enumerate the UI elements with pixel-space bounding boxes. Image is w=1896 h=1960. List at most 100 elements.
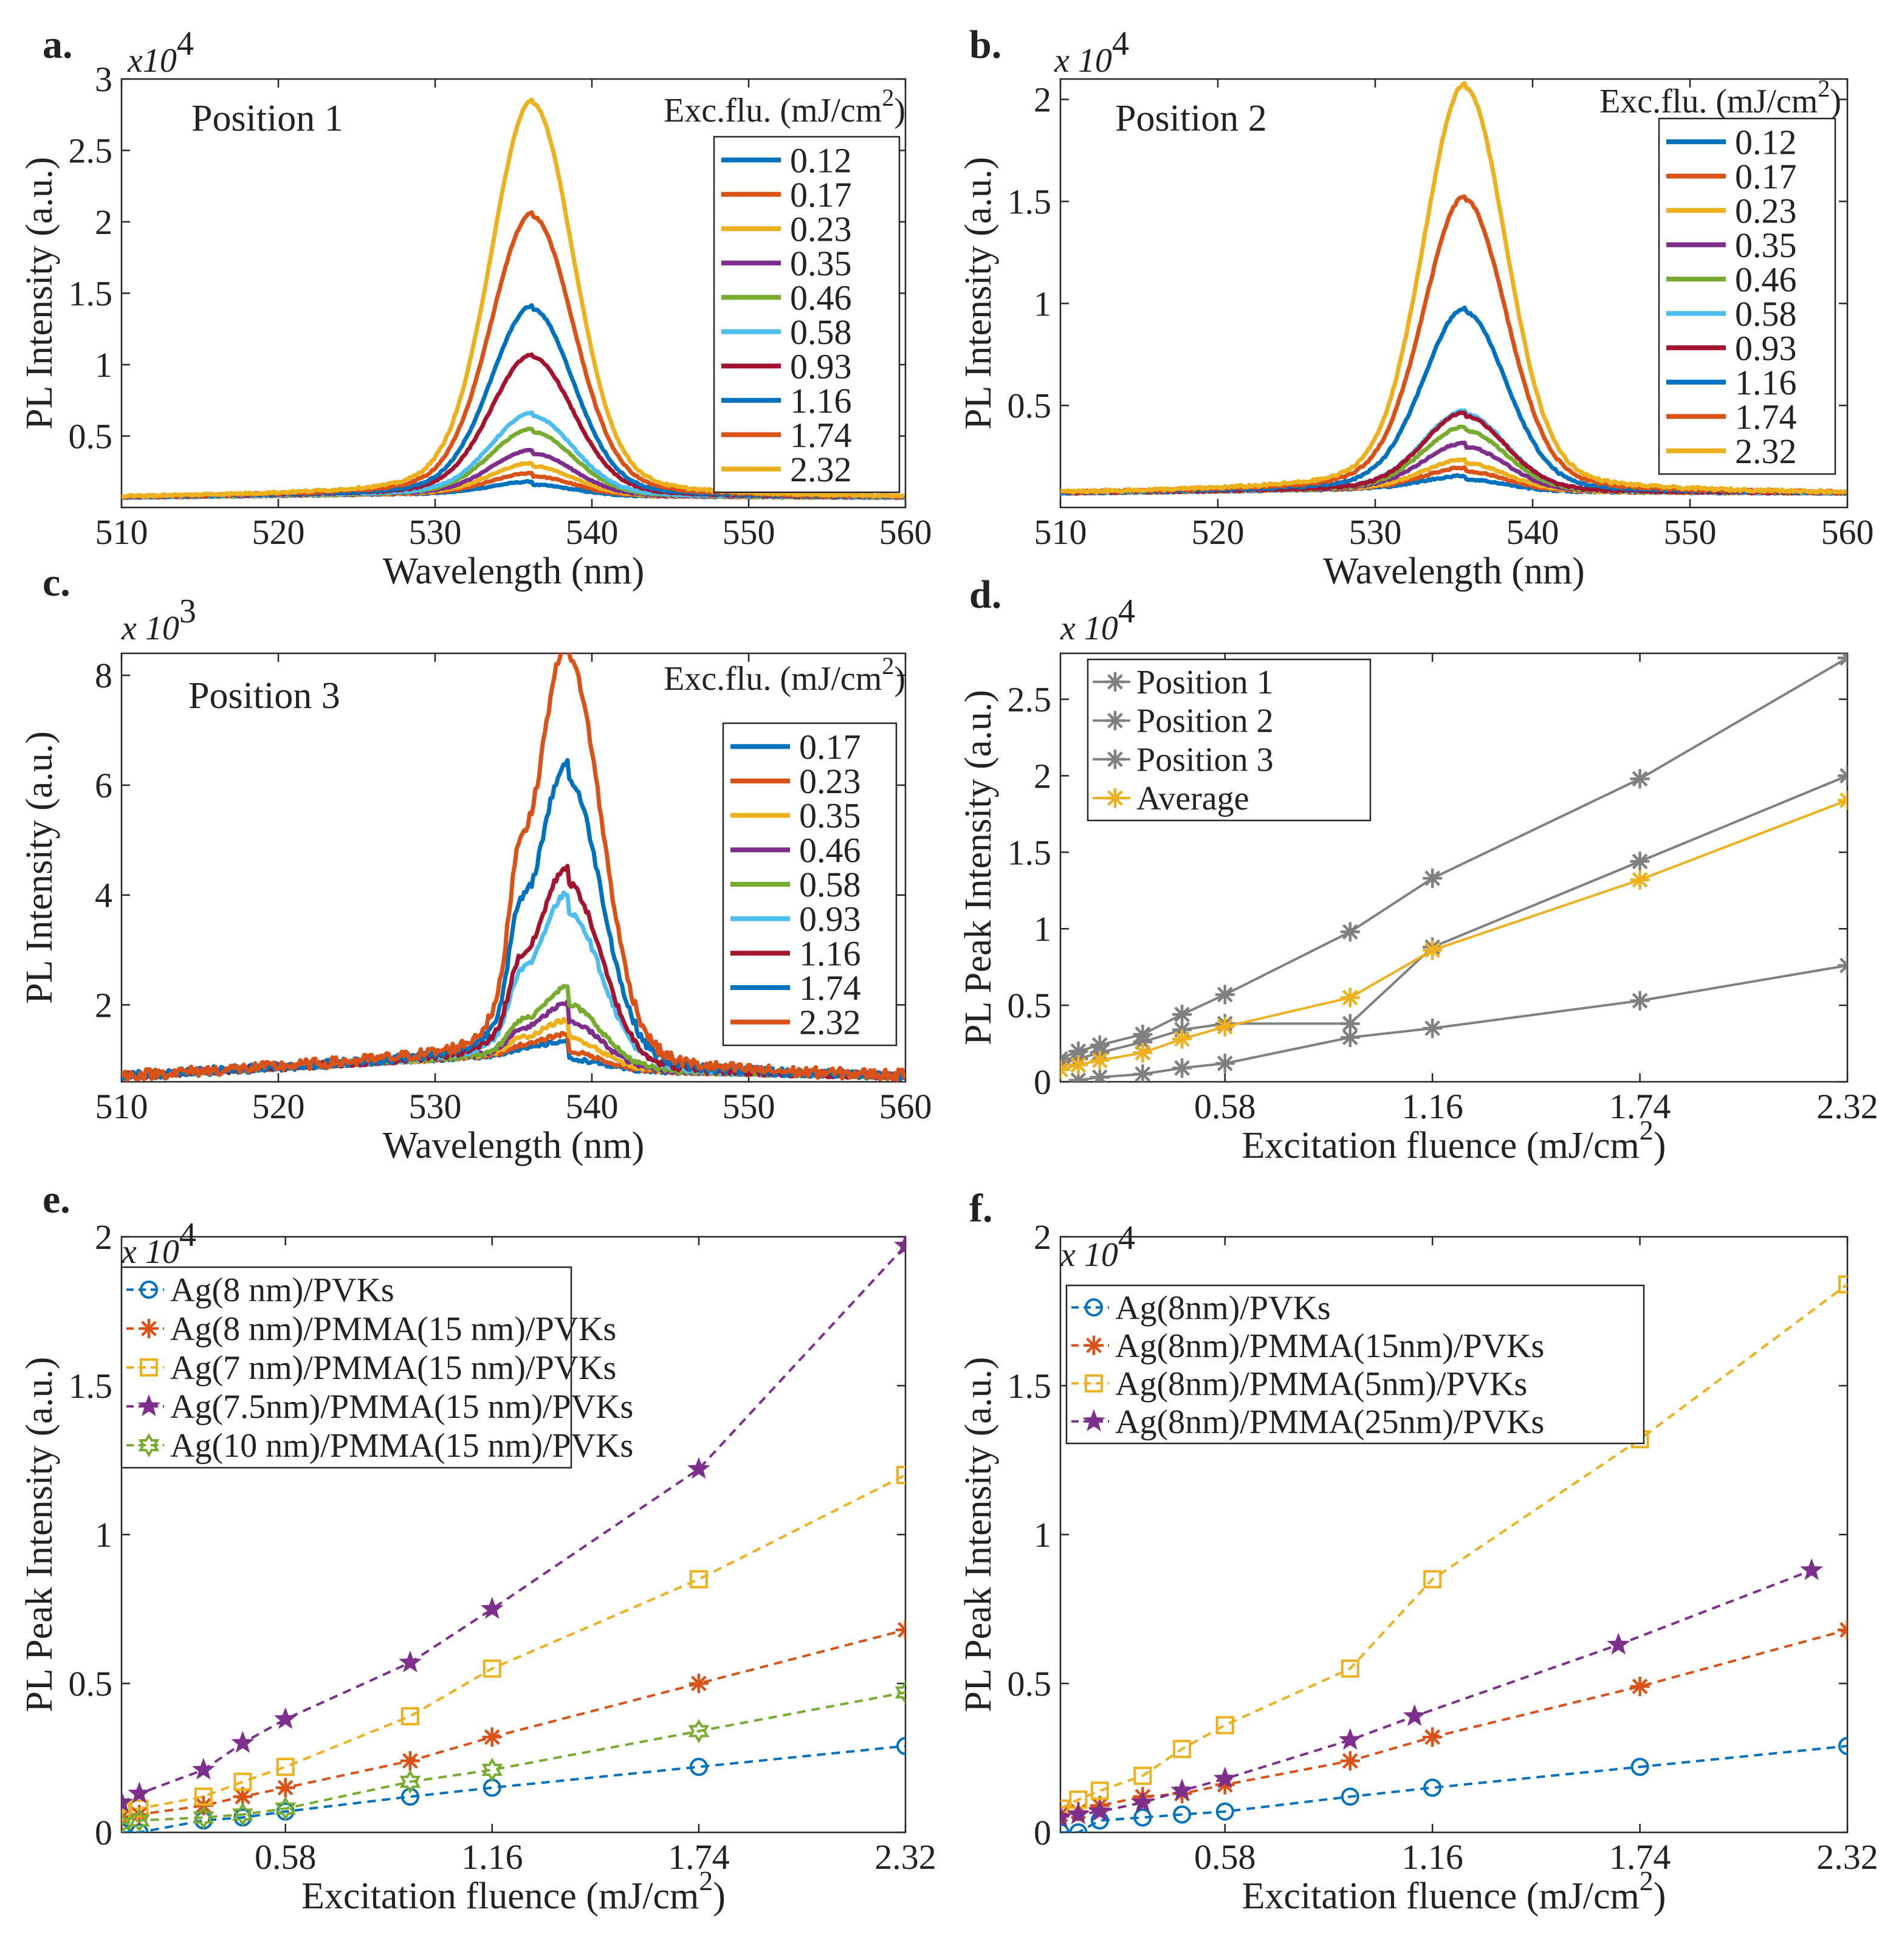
y-tick-label: 0: [1034, 1062, 1051, 1102]
legend-item-label: 0.93: [799, 899, 861, 939]
legend-marker: [140, 1358, 158, 1377]
panel-b: 510 520 530 540 550 560 0.5 1 1.5 2 Wavelength (nm…: [958, 22, 1874, 592]
y-tick-label: 0: [95, 1813, 112, 1852]
y-axis-label: PL Peak Intensity (a.u.): [958, 1357, 999, 1713]
data-point: [1215, 1802, 1234, 1821]
y-exponent: x 104: [121, 1216, 196, 1271]
spectrum-line-2.32: [122, 653, 905, 1082]
x-tick-label: 1.16: [461, 1837, 523, 1877]
legend-marker: [1085, 1374, 1103, 1393]
data-point: [1173, 1739, 1192, 1758]
data-point: [1338, 1728, 1362, 1750]
y-tick-label: 0: [1034, 1813, 1051, 1852]
y-tick-label: 2.5: [1008, 680, 1052, 720]
legend-item-label: 0.23: [790, 209, 852, 249]
data-point: [689, 1758, 708, 1776]
data-point: [689, 1570, 708, 1589]
y-tick-label: 1: [1034, 284, 1051, 323]
data-point: [1088, 1799, 1111, 1821]
data-point: [1213, 1766, 1237, 1789]
y-tick-label: 2: [95, 202, 112, 242]
y-tick-label: 1: [1034, 1515, 1051, 1555]
data-point: [1133, 1064, 1153, 1082]
legend-marker: [140, 1281, 158, 1299]
data-point: [1838, 653, 1847, 668]
y-tick-label: 1: [95, 345, 112, 385]
y-tick-label: 8: [95, 656, 112, 695]
legend-marker: [1105, 710, 1125, 731]
x-tick-label: 540: [1506, 512, 1559, 552]
data-point: [1340, 922, 1360, 942]
data-point: [275, 1778, 295, 1798]
data-layer: [1060, 653, 1847, 1082]
legend-item-label: 0.17: [790, 175, 852, 215]
legend-marker: [1082, 1409, 1105, 1431]
data-point: [1630, 1676, 1650, 1696]
position-label: Position 1: [191, 98, 343, 139]
y-tick-label: 1.5: [1008, 833, 1052, 872]
y-tick-label: 3: [95, 60, 112, 99]
y-tick-label: 2: [95, 985, 112, 1025]
y-axis-label: PL Peak Intensity (a.u.): [958, 690, 999, 1045]
x-tick-label: 540: [566, 512, 619, 552]
y-tick-label: 2: [95, 1217, 112, 1257]
data-point: [482, 1727, 502, 1747]
data-layer: [1060, 81, 1847, 497]
legend-item-label: 0.35: [790, 244, 852, 283]
data-point: [896, 1736, 905, 1755]
y-exponent: x 104: [1054, 25, 1129, 80]
data-point: [1340, 1751, 1360, 1771]
x-tick-label: 510: [95, 512, 148, 552]
legend-item-label: 0.17: [1735, 157, 1797, 196]
data-point: [687, 1457, 710, 1479]
y-tick-label: 4: [95, 876, 112, 915]
data-point: [1607, 1632, 1630, 1655]
data-point: [233, 1772, 252, 1791]
x-tick-label: 2.32: [1816, 1837, 1878, 1877]
data-point: [896, 1620, 905, 1640]
data-point: [1215, 1716, 1234, 1735]
legend-item-label: 0.23: [1735, 191, 1797, 230]
series-line: [1060, 1744, 1847, 1832]
legend-marker: [138, 1433, 160, 1457]
data-point: [1170, 1778, 1194, 1801]
y-tick-label: 1.5: [69, 1366, 113, 1406]
x-tick-label: 2.32: [1816, 1087, 1878, 1126]
data-point: [1630, 991, 1650, 1011]
panel-c: 510 520 530 540 550 560 2 4 6 8 Wavelength (nm) PL …: [19, 560, 932, 1166]
series-line: [1060, 656, 1847, 1061]
data-point: [1340, 1027, 1360, 1047]
x-tick-label: 520: [252, 512, 305, 552]
data-point: [122, 1811, 132, 1832]
y-tick-label: 2: [1034, 1217, 1051, 1257]
y-tick-label: 2: [1034, 80, 1051, 120]
data-point: [1800, 1558, 1824, 1580]
legend-item-label: 0.12: [1735, 122, 1797, 162]
data-layer: [122, 653, 905, 1082]
data-point: [1215, 985, 1235, 1005]
data-point: [130, 1823, 149, 1832]
data-layer: [122, 97, 905, 500]
y-exponent: x 104: [1060, 1219, 1135, 1274]
legend-item-label: 0.58: [790, 312, 852, 352]
legend-item-label: 2.32: [799, 1003, 861, 1042]
data-point: [1090, 1050, 1110, 1070]
legend-item-label: 1.16: [799, 934, 861, 973]
data-point: [194, 1787, 213, 1806]
legend-item-label: Average: [1136, 780, 1249, 817]
x-tick-label: 0.58: [1194, 1087, 1256, 1126]
data-point: [232, 1802, 253, 1827]
data-point: [1172, 1058, 1192, 1078]
y-tick-label: 2: [1034, 756, 1051, 796]
x-tick-label: 510: [1034, 512, 1087, 552]
legend-item-label: 0.17: [799, 727, 861, 766]
legend-item-label: 0.46: [1735, 260, 1797, 299]
legend-item-label: Ag(7.5nm)/PMMA(15 nm)/PVKs: [170, 1388, 633, 1426]
panel-label: e.: [43, 1177, 70, 1222]
legend-item-label: 2.32: [1735, 432, 1797, 471]
data-point: [1340, 988, 1360, 1008]
x-axis-label: Wavelength (nm): [1323, 551, 1585, 592]
data-point: [1215, 1053, 1235, 1073]
legend-marker: [1085, 1298, 1103, 1317]
panel-d: 0.58 1.16 1.74 2.32 0 0.5 1 1.5 2 2.5 Excitation f…: [958, 573, 1878, 1166]
